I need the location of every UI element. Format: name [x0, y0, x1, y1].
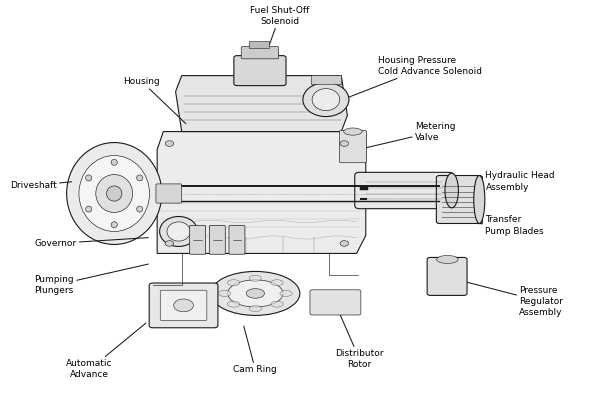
Text: Housing Pressure
Cold Advance Solenoid: Housing Pressure Cold Advance Solenoid [319, 56, 482, 109]
Text: Hydraulic Head
Assembly: Hydraulic Head Assembly [427, 171, 555, 191]
Ellipse shape [344, 128, 362, 135]
Polygon shape [157, 132, 366, 253]
Ellipse shape [173, 299, 193, 312]
Ellipse shape [85, 175, 92, 181]
Ellipse shape [312, 88, 339, 111]
FancyBboxPatch shape [229, 225, 245, 254]
Ellipse shape [111, 159, 117, 165]
Ellipse shape [303, 82, 349, 117]
Ellipse shape [445, 173, 458, 208]
Text: Cam Ring: Cam Ring [234, 326, 277, 375]
Ellipse shape [85, 206, 92, 212]
Text: Governor: Governor [34, 238, 148, 248]
Ellipse shape [271, 280, 283, 286]
Ellipse shape [165, 241, 173, 246]
Ellipse shape [96, 175, 133, 213]
Text: Housing: Housing [124, 77, 186, 124]
Ellipse shape [218, 290, 231, 297]
Ellipse shape [280, 290, 292, 297]
Text: Automatic
Advance: Automatic Advance [66, 323, 146, 379]
Ellipse shape [249, 305, 261, 311]
Ellipse shape [246, 288, 264, 298]
Text: Fuel Shut-Off
Solenoid: Fuel Shut-Off Solenoid [250, 6, 309, 81]
Ellipse shape [111, 222, 117, 228]
Bar [249, 41, 269, 48]
Polygon shape [175, 76, 347, 132]
Ellipse shape [66, 143, 162, 244]
Ellipse shape [137, 206, 143, 212]
FancyBboxPatch shape [310, 290, 361, 315]
Ellipse shape [79, 156, 149, 231]
Ellipse shape [340, 241, 349, 246]
Ellipse shape [437, 255, 458, 263]
Text: Transfer
Pump Blades: Transfer Pump Blades [442, 215, 544, 236]
Ellipse shape [228, 280, 240, 286]
FancyBboxPatch shape [161, 290, 207, 321]
Ellipse shape [165, 141, 173, 146]
FancyBboxPatch shape [149, 283, 218, 328]
FancyBboxPatch shape [437, 175, 482, 223]
Ellipse shape [137, 175, 143, 181]
Ellipse shape [474, 175, 485, 223]
Ellipse shape [167, 222, 190, 241]
FancyBboxPatch shape [241, 46, 279, 59]
FancyBboxPatch shape [234, 56, 286, 86]
FancyBboxPatch shape [156, 184, 181, 203]
Ellipse shape [271, 301, 283, 307]
FancyBboxPatch shape [355, 173, 453, 209]
Text: Pressure
Regulator
Assembly: Pressure Regulator Assembly [467, 282, 563, 317]
Text: Distributor
Rotor: Distributor Rotor [335, 310, 384, 369]
Ellipse shape [228, 301, 240, 307]
Text: Pumping
Plungers: Pumping Plungers [34, 264, 148, 295]
Ellipse shape [106, 186, 122, 201]
Ellipse shape [228, 280, 283, 307]
Bar [311, 75, 341, 84]
Ellipse shape [211, 271, 300, 316]
Ellipse shape [160, 217, 197, 246]
FancyBboxPatch shape [427, 257, 467, 295]
Text: Metering
Valve: Metering Valve [344, 122, 455, 153]
Ellipse shape [249, 275, 261, 281]
Ellipse shape [340, 141, 349, 146]
FancyBboxPatch shape [209, 225, 225, 254]
Text: Driveshaft: Driveshaft [10, 181, 71, 190]
FancyBboxPatch shape [189, 225, 205, 254]
FancyBboxPatch shape [339, 130, 367, 163]
